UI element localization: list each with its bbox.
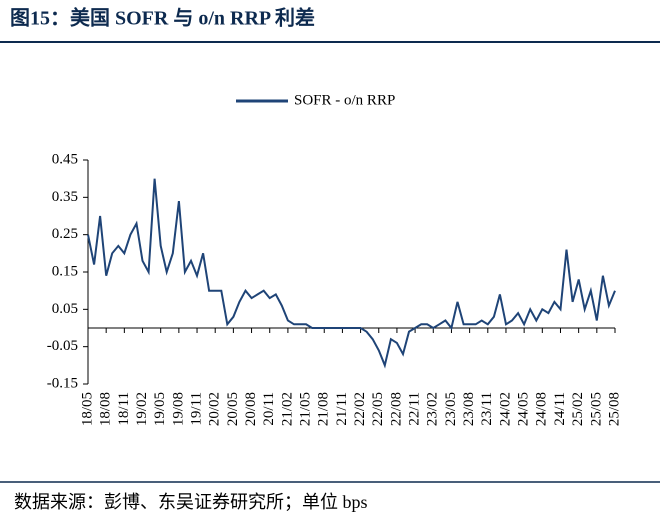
x-tick-label: 22/11 [407,392,423,426]
x-tick-label: 18/05 [79,392,95,426]
x-tick-label: 19/02 [134,392,150,426]
x-tick-label: 22/08 [388,392,404,426]
x-tick-label: 23/05 [443,392,459,426]
y-tick-label: -0.15 [47,375,78,391]
x-tick-label: 20/08 [243,392,259,426]
x-tick-label: 19/08 [170,392,186,426]
x-tick-label: 21/02 [279,392,295,426]
source: 数据来源：彭博、东吴证券研究所；单位 bps [14,492,368,512]
x-tick-label: 19/05 [152,392,168,426]
x-tick-label: 25/05 [588,392,604,426]
y-tick-label: 0.15 [52,263,78,279]
x-tick-label: 23/02 [425,392,441,426]
x-tick-label: 22/05 [370,392,386,426]
x-tick-label: 22/02 [352,392,368,426]
x-tick-label: 24/05 [516,392,532,426]
x-tick-label: 21/05 [298,392,314,426]
chart-title: 图15：美国 SOFR 与 o/n RRP 利差 [10,6,315,30]
x-tick-label: 19/11 [188,392,204,426]
legend-label: SOFR - o/n RRP [294,92,395,108]
x-tick-label: 18/08 [98,392,114,426]
line-series [87,178,616,369]
x-tick-label: 23/11 [479,392,495,426]
x-tick-label: 20/02 [207,392,223,426]
x-tick-label: 21/11 [334,392,350,426]
x-tick-label: 23/08 [461,392,477,426]
y-tick-label: 0.35 [52,189,78,205]
x-tick-label: 25/02 [570,392,586,426]
x-tick-label: 21/08 [316,392,332,426]
y-tick-label: -0.05 [47,338,78,354]
x-tick-label: 18/11 [116,392,132,426]
x-tick-label: 24/08 [534,392,550,426]
y-tick-label: 0.45 [52,151,78,167]
x-tick-label: 25/08 [606,392,622,426]
x-tick-label: 20/11 [261,392,277,426]
x-tick-label: 20/05 [225,392,241,426]
x-tick-label: 24/11 [552,392,568,426]
y-tick-label: 0.05 [52,301,78,317]
x-tick-label: 24/02 [497,392,513,426]
y-tick-label: 0.25 [52,226,78,242]
